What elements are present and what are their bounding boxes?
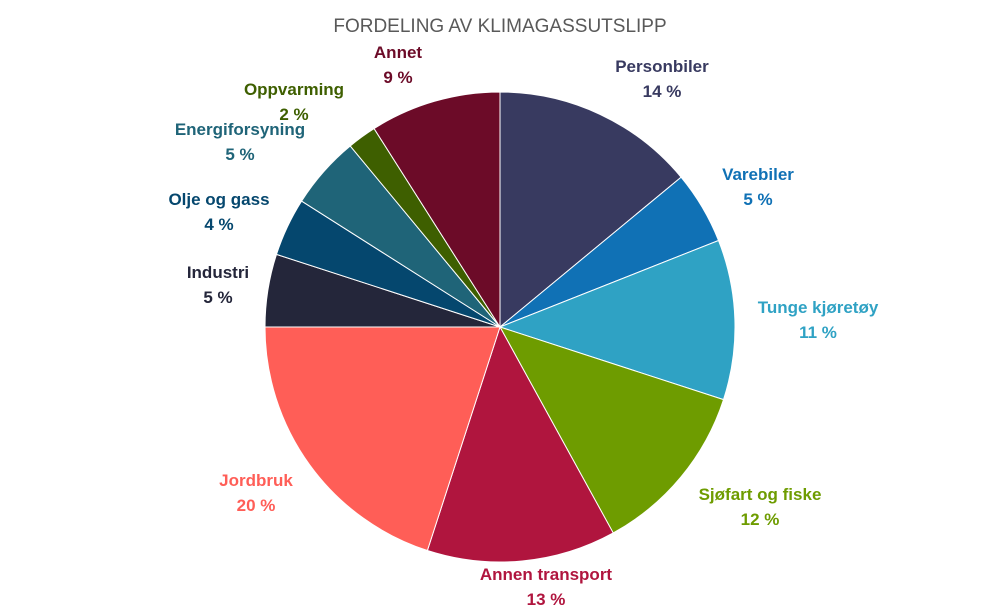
slice-label: Oppvarming xyxy=(244,80,344,99)
slice-label: Annet xyxy=(374,43,423,62)
slice-label: Industri xyxy=(187,263,249,282)
pie-slice-tunge-kjøretøy xyxy=(498,239,736,401)
slice-value-label: 9 % xyxy=(383,68,412,87)
slice-label: Annen transport xyxy=(480,565,613,584)
slice-value-label: 5 % xyxy=(225,145,254,164)
slice-label: Energiforsyning xyxy=(175,120,305,139)
pie-slices xyxy=(264,91,736,563)
slice-label: Jordbruk xyxy=(219,471,293,490)
slice-value-label: 11 % xyxy=(799,323,837,342)
pie-slice-jordbruk xyxy=(264,326,501,552)
slice-value-label: 4 % xyxy=(204,215,233,234)
slice-value-label: 5 % xyxy=(743,190,772,209)
slice-label: Olje og gass xyxy=(168,190,269,209)
pie-labels: Personbiler 14 % Varebiler 5 % Tunge kjøretø… xyxy=(168,43,878,609)
slice-label: Personbiler xyxy=(615,57,709,76)
pie-slice-personbiler xyxy=(499,91,682,329)
slice-value-label: 5 % xyxy=(203,288,232,307)
pie-slice-annen-transport xyxy=(426,325,614,563)
slice-label: Tunge kjøretøy xyxy=(758,298,879,317)
slice-value-label: 12 % xyxy=(741,510,780,529)
slice-value-label: 13 % xyxy=(527,590,566,609)
pie-slice-sjøfart-og-fiske xyxy=(498,326,725,534)
slice-value-label: 14 % xyxy=(643,82,682,101)
slice-value-label: 20 % xyxy=(237,496,276,515)
slice-value-label: 2 % xyxy=(279,105,308,124)
slice-label: Varebiler xyxy=(722,165,794,184)
pie-slice-annet xyxy=(373,91,501,329)
slice-label: Sjøfart og fiske xyxy=(699,485,822,504)
chart-title: FORDELING AV KLIMAGASSUTSLIPP xyxy=(333,16,666,37)
